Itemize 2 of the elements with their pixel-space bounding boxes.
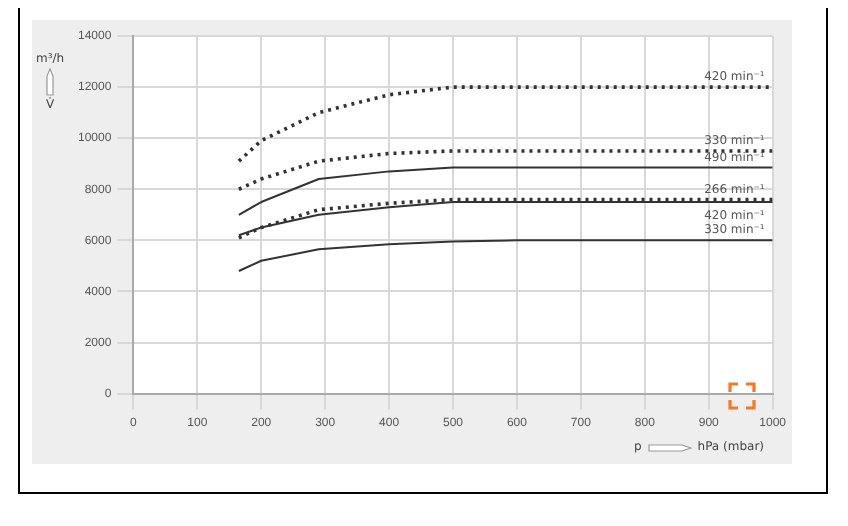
line-series [237, 149, 773, 192]
line-series [237, 85, 773, 163]
